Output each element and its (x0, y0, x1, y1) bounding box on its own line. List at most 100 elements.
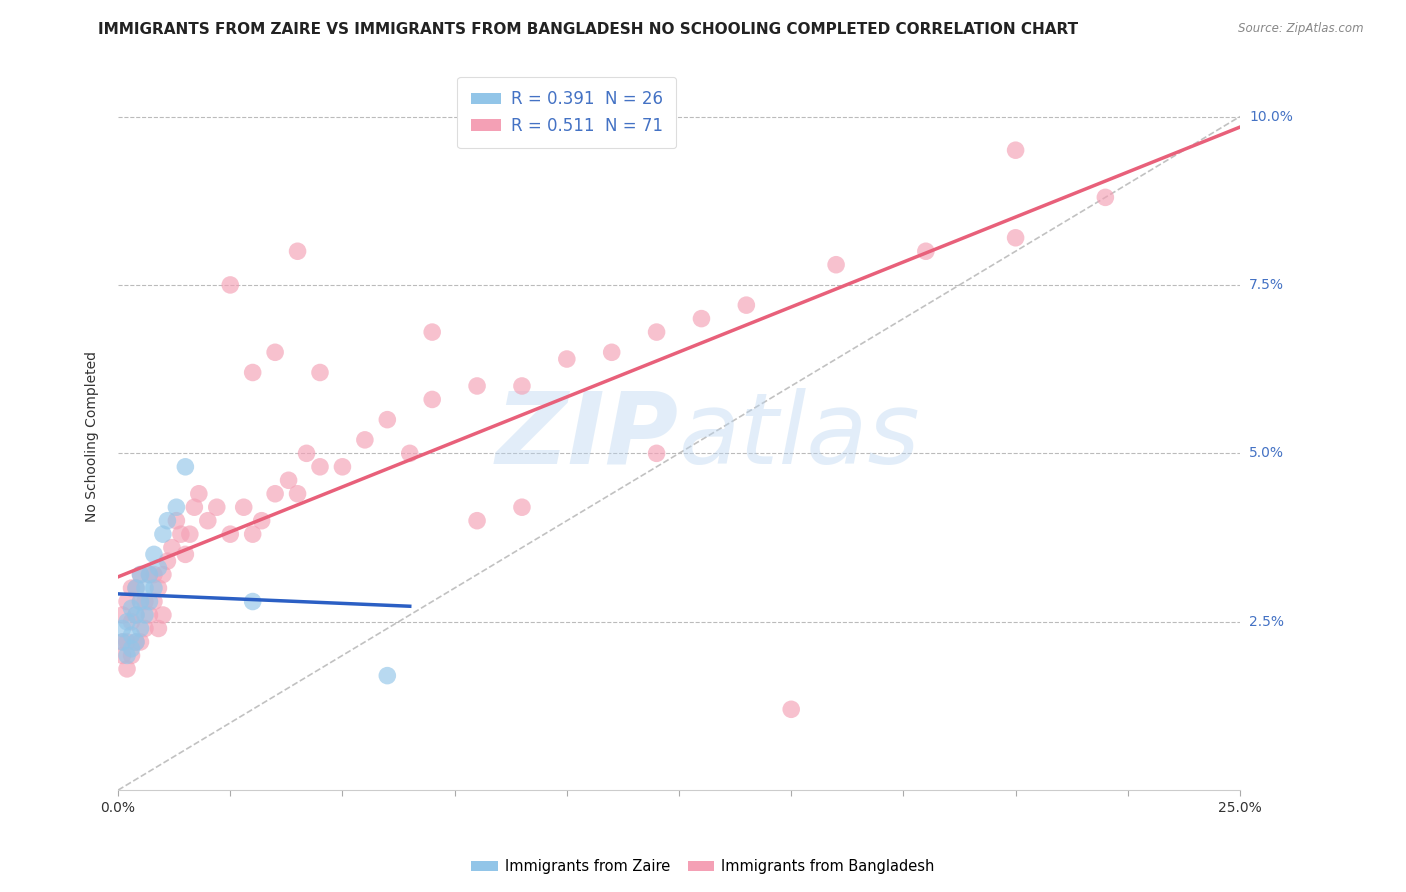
Point (398, 446, 420, 460)
Point (125, 635, 148, 649)
Point (138, 567, 160, 582)
Point (232, 500, 254, 515)
Point (160, 541, 183, 555)
Text: Source: ZipAtlas.com: Source: ZipAtlas.com (1239, 22, 1364, 36)
Point (129, 594, 152, 608)
Point (287, 244, 309, 259)
Point (170, 527, 193, 541)
Point (465, 379, 488, 393)
Point (148, 561, 170, 575)
Point (148, 622, 170, 636)
Text: IMMIGRANTS FROM ZAIRE VS IMMIGRANTS FROM BANGLADESH NO SCHOOLING COMPLETED CORRE: IMMIGRANTS FROM ZAIRE VS IMMIGRANTS FROM… (98, 22, 1078, 37)
Point (600, 345, 623, 359)
Point (152, 607, 174, 622)
Point (156, 514, 179, 528)
Point (134, 622, 156, 636)
Point (690, 311, 713, 326)
Legend: Immigrants from Zaire, Immigrants from Bangladesh: Immigrants from Zaire, Immigrants from B… (465, 854, 941, 880)
Text: ZIP: ZIP (496, 388, 679, 485)
Point (165, 500, 187, 515)
Point (187, 487, 209, 501)
Point (825, 258, 848, 272)
Text: 7.5%: 7.5% (1249, 278, 1284, 292)
Point (152, 567, 174, 582)
Point (332, 459, 354, 474)
Point (111, 622, 134, 636)
Point (375, 412, 398, 426)
Point (309, 459, 332, 474)
Point (295, 446, 318, 460)
Point (142, 567, 165, 582)
Point (1004, 231, 1026, 245)
Point (115, 648, 138, 663)
Point (354, 433, 377, 447)
Point (121, 615, 143, 629)
Point (264, 487, 287, 501)
Point (780, 702, 803, 716)
Point (115, 615, 138, 629)
Point (134, 581, 156, 595)
Point (156, 554, 179, 568)
Point (242, 366, 264, 380)
Point (129, 594, 152, 608)
Point (309, 366, 332, 380)
Point (219, 277, 242, 292)
Point (125, 635, 148, 649)
Point (121, 648, 143, 663)
Point (165, 514, 187, 528)
Point (125, 607, 148, 622)
Point (121, 581, 143, 595)
Point (115, 594, 138, 608)
Point (129, 567, 152, 582)
Point (179, 527, 201, 541)
Text: 10.0%: 10.0% (1249, 110, 1294, 123)
Point (111, 635, 134, 649)
Point (142, 581, 165, 595)
Point (138, 607, 160, 622)
Point (148, 581, 170, 595)
Point (242, 527, 264, 541)
Point (152, 527, 174, 541)
Point (121, 628, 143, 642)
Point (645, 325, 668, 339)
Text: 5.0%: 5.0% (1249, 446, 1284, 460)
Point (264, 345, 287, 359)
Point (134, 594, 156, 608)
Point (465, 514, 488, 528)
Point (134, 607, 156, 622)
Point (420, 392, 443, 407)
Point (125, 581, 148, 595)
Point (287, 487, 309, 501)
Point (1004, 143, 1026, 157)
Point (242, 594, 264, 608)
Point (375, 668, 398, 682)
Point (111, 607, 134, 622)
Point (555, 351, 578, 366)
Point (250, 514, 273, 528)
Text: atlas: atlas (679, 388, 921, 485)
Point (129, 567, 152, 582)
Point (205, 500, 228, 515)
Point (121, 601, 143, 615)
Point (111, 635, 134, 649)
Point (138, 567, 160, 582)
Point (277, 473, 299, 487)
Point (1094, 190, 1116, 204)
Point (420, 325, 443, 339)
Point (645, 446, 668, 460)
Point (183, 500, 205, 515)
Legend: R = 0.391  N = 26, R = 0.511  N = 71: R = 0.391 N = 26, R = 0.511 N = 71 (457, 77, 676, 148)
Point (510, 379, 533, 393)
Point (510, 500, 533, 515)
Point (142, 594, 165, 608)
Point (219, 527, 242, 541)
Point (115, 662, 138, 676)
Point (125, 581, 148, 595)
Point (125, 607, 148, 622)
Point (174, 459, 197, 474)
Point (129, 635, 152, 649)
Point (138, 594, 160, 608)
Point (129, 622, 152, 636)
Point (121, 641, 143, 656)
Point (735, 298, 758, 312)
